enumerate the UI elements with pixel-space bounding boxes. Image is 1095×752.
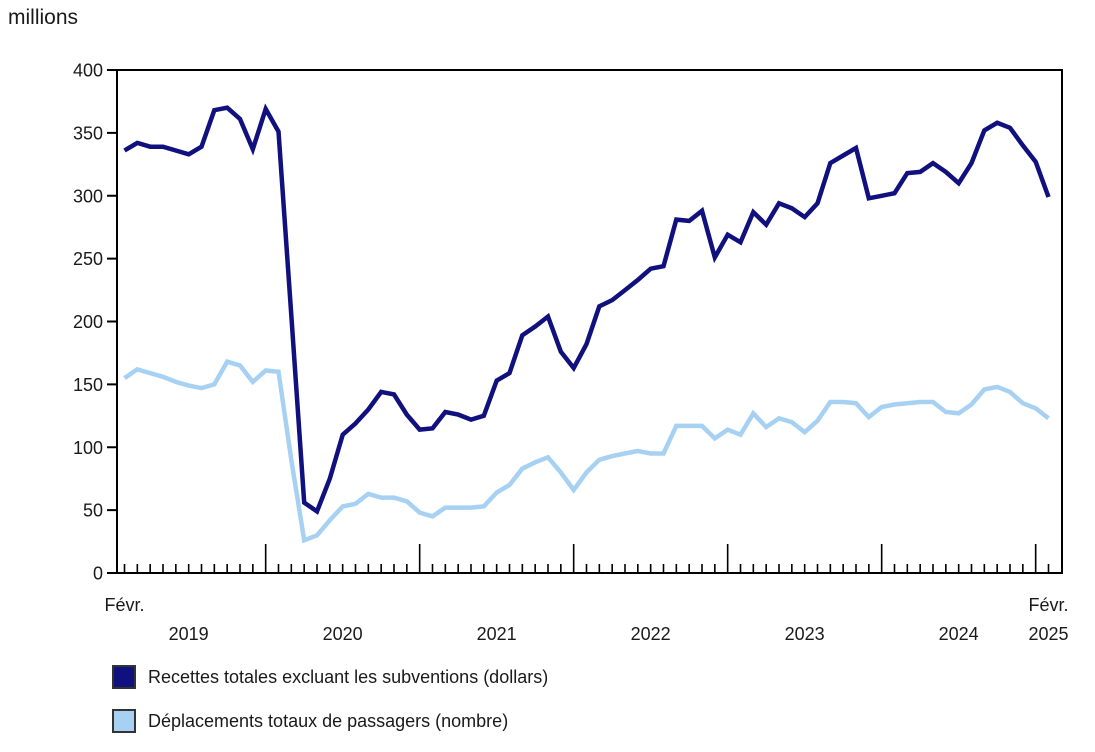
x-axis-year-label: 2021 — [477, 624, 517, 644]
legend-item-revenue: Recettes totales excluant les subvention… — [112, 662, 548, 692]
y-axis-tick-label: 0 — [93, 564, 103, 584]
y-axis-tick-label: 350 — [73, 123, 103, 143]
x-axis-year-label: 2024 — [939, 624, 979, 644]
revenue-legend-swatch — [112, 665, 136, 689]
y-axis-tick-label: 250 — [73, 249, 103, 269]
x-axis-start-label: Févr. — [104, 595, 144, 615]
x-axis-year-label: 2019 — [169, 624, 209, 644]
x-axis-year-label: 2023 — [785, 624, 825, 644]
x-axis-end-label: Févr. — [1028, 595, 1068, 615]
revenue-line — [123, 103, 1051, 515]
y-axis-unit-label: millions — [8, 6, 79, 29]
revenue-legend-label: Recettes totales excluant les subvention… — [148, 666, 549, 687]
passengers-legend-label: Déplacements totaux de passagers (nombre… — [148, 710, 509, 731]
x-axis-year-label: 2025 — [1028, 624, 1068, 644]
y-axis-tick-label: 300 — [73, 186, 103, 206]
y-axis-tick-label: 400 — [73, 61, 103, 81]
y-axis-tick-label: 200 — [73, 312, 103, 332]
x-axis-year-label: 2022 — [631, 624, 671, 644]
passengers-legend-swatch — [112, 709, 136, 733]
chart-legend: Recettes totales excluant les subvention… — [112, 662, 548, 736]
y-axis-tick-label: 100 — [73, 438, 103, 458]
y-axis-tick-label: 50 — [83, 501, 103, 521]
passenger-trips-line — [123, 359, 1050, 544]
y-axis-tick-label: 150 — [73, 375, 103, 395]
x-axis-year-label: 2020 — [323, 624, 363, 644]
plot-frame — [116, 69, 1063, 574]
legend-item-passengers: Déplacements totaux de passagers (nombre… — [112, 706, 548, 736]
